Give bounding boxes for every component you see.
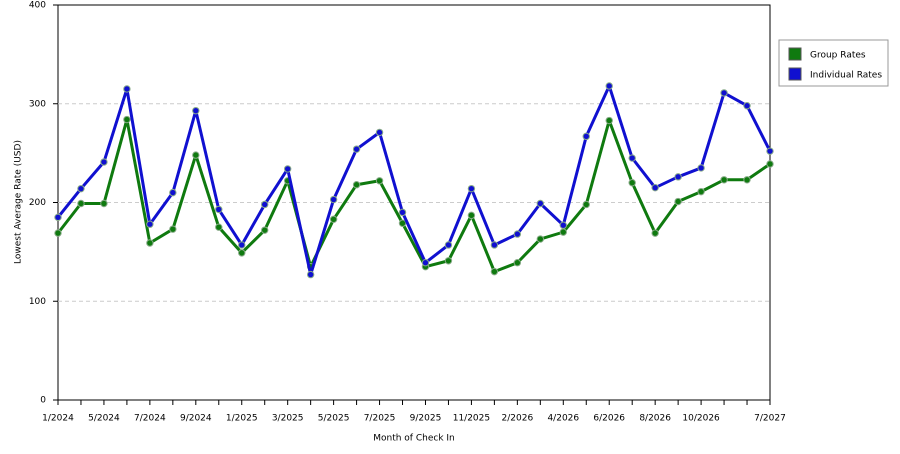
point: [720, 89, 728, 97]
point: [329, 195, 338, 204]
point: [490, 267, 499, 276]
point: [628, 154, 636, 162]
point: [467, 211, 476, 220]
x-tick-label: 4/2026: [547, 414, 579, 424]
point: [444, 241, 453, 249]
point: [375, 177, 384, 185]
point: [559, 228, 567, 236]
point: [123, 85, 131, 93]
legend-swatch: [788, 67, 802, 81]
point: [283, 165, 292, 173]
point: [352, 181, 361, 189]
x-tick-label: 9/2024: [180, 414, 212, 424]
x-tick-label: 1/2024: [42, 414, 74, 424]
point: [628, 179, 636, 187]
y-tick-label: 300: [29, 99, 46, 109]
point: [421, 259, 430, 267]
point: [651, 229, 659, 237]
point: [54, 229, 62, 237]
point: [697, 187, 705, 196]
point: [192, 151, 200, 159]
point: [352, 145, 361, 153]
x-tick-label: 2/2026: [502, 414, 534, 424]
point: [306, 270, 315, 279]
point: [467, 184, 476, 193]
y-axis-label: Lowest Average Rate (USD): [14, 140, 24, 264]
y-tick-label: 400: [29, 1, 46, 11]
point: [605, 116, 613, 125]
point: [582, 132, 590, 141]
point: [398, 208, 407, 217]
x-tick-label: 8/2026: [639, 414, 671, 424]
line: [56, 118, 771, 274]
point: [123, 115, 131, 124]
line: [56, 84, 772, 277]
point: [743, 102, 751, 110]
point: [697, 164, 705, 172]
point: [261, 200, 269, 209]
x-tick-label: 7/2027: [754, 414, 786, 424]
y-tick-label: 0: [40, 396, 46, 406]
point: [536, 235, 545, 243]
point: [375, 128, 384, 137]
point: [215, 223, 223, 231]
point: [536, 199, 545, 208]
point: [192, 106, 200, 115]
point: [261, 226, 269, 234]
point: [743, 176, 751, 184]
x-tick-label: 11/2025: [453, 414, 490, 424]
x-tick-label: 7/2024: [134, 414, 166, 424]
point: [720, 176, 728, 184]
x-tick-label: 5/2025: [318, 414, 350, 424]
point: [329, 215, 338, 223]
x-tick-label: 1/2025: [226, 414, 258, 424]
legend-label: Group Rates: [810, 51, 866, 61]
point: [674, 197, 682, 206]
point: [169, 225, 177, 233]
point: [215, 205, 223, 214]
point: [490, 241, 499, 249]
point: [146, 220, 154, 228]
legend-label: Individual Rates: [810, 71, 882, 81]
x-tick-label: 9/2025: [410, 414, 442, 424]
point: [582, 200, 590, 209]
point: [513, 259, 522, 267]
point: [100, 199, 108, 208]
point: [54, 213, 62, 222]
point: [651, 183, 659, 192]
point: [77, 199, 85, 208]
point: [238, 249, 246, 257]
x-tick-label: 6/2026: [593, 414, 625, 424]
plot-area: [57, 4, 771, 401]
y-tick-label: 100: [29, 297, 46, 307]
point: [77, 184, 85, 193]
x-tick-label: 7/2025: [364, 414, 396, 424]
point: [444, 257, 453, 265]
legend-swatch: [788, 47, 802, 61]
point: [674, 173, 682, 181]
point: [100, 158, 108, 166]
point: [238, 241, 246, 249]
point: [398, 219, 407, 227]
point: [169, 188, 177, 197]
point: [513, 230, 522, 238]
x-tick-label: 5/2024: [88, 414, 120, 424]
x-tick-label: 3/2025: [272, 414, 304, 424]
x-tick-label: 10/2026: [682, 414, 720, 424]
x-axis-label: Month of Check In: [373, 434, 455, 444]
point: [766, 160, 774, 168]
point: [146, 239, 154, 247]
point: [766, 147, 774, 155]
y-tick-label: 200: [29, 198, 46, 208]
point: [605, 82, 613, 90]
point: [559, 221, 567, 229]
